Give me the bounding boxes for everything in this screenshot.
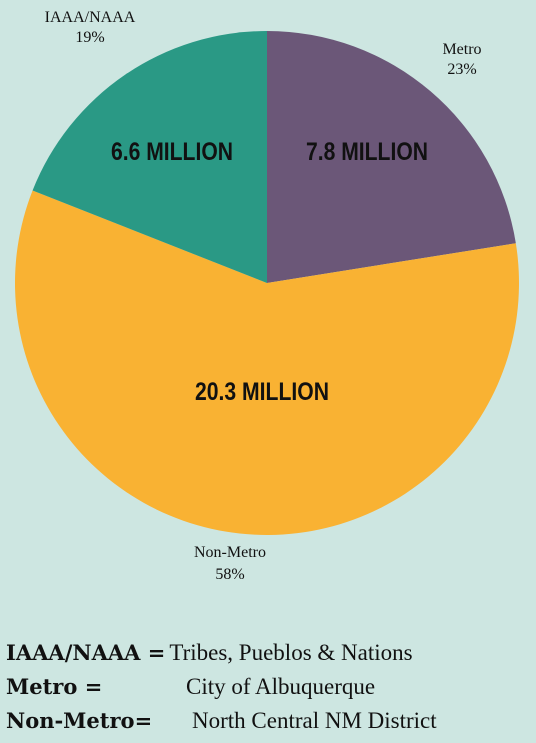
legend-term: Metro = (6, 674, 103, 699)
legend-row-non-metro: Non-Metro= North Central NM District (6, 704, 534, 738)
legend-term: IAAA/NAAA = (6, 640, 166, 665)
legend-definition: Tribes, Pueblos & Nations (169, 640, 413, 665)
legend-row-iaaa: IAAA/NAAA = Tribes, Pueblos & Nations (6, 636, 534, 670)
legend-row-metro: Metro = City of Albuquerque (6, 670, 534, 704)
slice-value-label-non-metro: 20.3 MILLION (195, 378, 329, 406)
pie-slice-non-metro (14, 190, 519, 536)
pie-slice-metro (267, 31, 516, 283)
pie-chart: Metro 23% 7.8 MILLION Non-Metro 58% 20.3 MILL… (14, 9, 519, 583)
slice-name-label-non-metro: Non-Metro (194, 544, 266, 561)
slice-percent-label-non-metro: 58% (215, 566, 244, 583)
slice-value-label-metro: 7.8 MILLION (306, 138, 428, 166)
pie-slice-iaaa-naaa (32, 31, 267, 283)
slice-percent-label-metro: 23% (447, 61, 476, 78)
slice-name-label-iaaa-naaa: IAAA/NAAA (45, 9, 136, 26)
legend-definition: North Central NM District (192, 708, 437, 733)
legend-definition: City of Albuquerque (186, 674, 376, 699)
slice-percent-label-iaaa-naaa: 19% (75, 29, 104, 46)
legend: IAAA/NAAA = Tribes, Pueblos & Nations Me… (6, 636, 534, 738)
legend-term: Non-Metro= (6, 708, 153, 733)
slice-value-label-iaaa-naaa: 6.6 MILLION (111, 138, 233, 166)
slice-name-label-metro: Metro (442, 41, 481, 58)
